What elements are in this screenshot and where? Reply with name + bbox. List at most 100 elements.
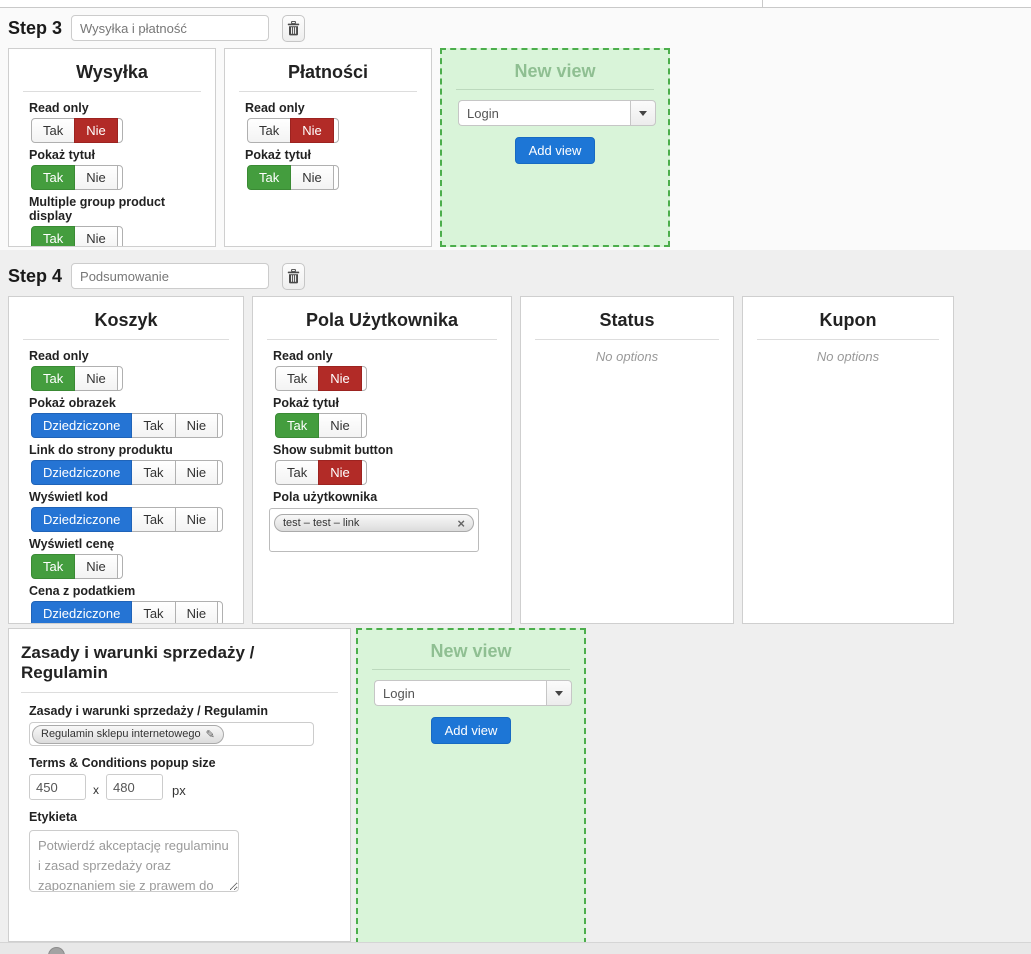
toggle-stub	[332, 165, 339, 190]
toggle-option-tak[interactable]: Tak	[275, 366, 320, 391]
terms-card: Zasady i warunki sprzedaży / Regulamin Z…	[8, 628, 351, 942]
toggle-option-nie[interactable]: Nie	[290, 118, 334, 143]
step4-add-view-button[interactable]: Add view	[430, 717, 512, 744]
toggle-option-nie[interactable]: Nie	[318, 366, 362, 391]
toggle-option-dziedziczone[interactable]: Dziedziczone	[31, 507, 133, 532]
show-title-label: Pokaż tytuł	[29, 148, 95, 162]
show-image-label: Pokaż obrazek	[29, 396, 116, 410]
toggle-option-tak[interactable]: Tak	[131, 460, 176, 485]
koszyk-show-price-toggle: Tak Nie	[31, 554, 123, 579]
step3-add-view-button[interactable]: Add view	[514, 137, 596, 164]
chevron-down-icon	[639, 110, 647, 116]
kupon-card: Kupon No options	[742, 296, 954, 624]
status-card-title: Status	[599, 310, 655, 330]
bottom-bar	[0, 942, 1031, 954]
toggle-option-nie[interactable]: Nie	[74, 366, 118, 391]
toggle-option-tak[interactable]: Tak	[31, 226, 76, 246]
step3-delete-button[interactable]	[282, 14, 306, 42]
popup-width-input[interactable]	[29, 774, 86, 800]
toggle-option-dziedziczone[interactable]: Dziedziczone	[31, 601, 133, 623]
trash-icon	[287, 268, 300, 284]
toggle-stub	[116, 226, 123, 246]
koszyk-price-with-tax-toggle: Dziedziczone Tak Nie	[31, 601, 224, 623]
toggle-option-tak[interactable]: Tak	[131, 601, 176, 623]
toggle-stub	[116, 554, 123, 579]
step4-label: Step 4	[8, 265, 63, 286]
toggle-option-nie[interactable]: Nie	[74, 118, 118, 143]
koszyk-card-title: Koszyk	[94, 310, 158, 330]
view-select-value[interactable]: Login	[458, 100, 630, 126]
divider	[267, 339, 497, 340]
platnosci-show-title-toggle: Tak Nie	[247, 165, 339, 190]
toggle-option-tak[interactable]: Tak	[131, 413, 176, 438]
terms-tag[interactable]: Regulamin sklepu internetowego ✎	[32, 724, 224, 744]
toggle-option-nie[interactable]: Nie	[174, 460, 219, 485]
divider	[757, 339, 939, 340]
new-view-title: New view	[430, 641, 512, 661]
view-select-value[interactable]: Login	[374, 680, 546, 706]
divider	[372, 669, 570, 670]
etykieta-textarea[interactable]	[29, 830, 239, 892]
toggle-option-tak[interactable]: Tak	[247, 165, 292, 190]
new-view-title: New view	[514, 61, 596, 81]
show-price-label: Wyświetl cenę	[29, 537, 115, 551]
terms-tag-input[interactable]: Regulamin sklepu internetowego ✎	[29, 722, 314, 746]
toggle-option-tak[interactable]: Tak	[275, 413, 320, 438]
toggle-stub	[116, 366, 123, 391]
toggle-option-tak[interactable]: Tak	[247, 118, 292, 143]
toggle-stub	[217, 601, 224, 623]
popup-size-row: x px	[29, 774, 350, 800]
terms-tag-label: Regulamin sklepu internetowego	[41, 728, 201, 740]
toggle-option-nie[interactable]: Nie	[318, 413, 362, 438]
multiple-group-label: Multiple group product display	[29, 195, 166, 223]
toggle-option-nie[interactable]: Nie	[174, 507, 219, 532]
step3-view-select: Login	[458, 100, 656, 126]
top-panel-edge	[0, 0, 1031, 8]
step4-new-view-card: New view Login Add view	[356, 628, 586, 944]
step4-name-input[interactable]	[71, 263, 270, 289]
toggle-option-nie[interactable]: Nie	[290, 165, 334, 190]
toggle-option-dziedziczone[interactable]: Dziedziczone	[31, 413, 133, 438]
step4-view-select: Login	[374, 680, 572, 706]
step3-cards-row: Wysyłka Read only Tak Nie Pokaż tytuł Tak…	[8, 48, 1031, 247]
toggle-stub	[116, 165, 123, 190]
toggle-option-tak[interactable]: Tak	[31, 165, 76, 190]
show-title-label: Pokaż tytuł	[245, 148, 311, 162]
toggle-option-tak[interactable]: Tak	[31, 118, 76, 143]
toggle-option-nie[interactable]: Nie	[74, 554, 118, 579]
toggle-option-nie[interactable]: Nie	[74, 165, 118, 190]
remove-tag-icon[interactable]: ×	[457, 515, 465, 531]
terms-field-label: Zasady i warunki sprzedaży / Regulamin	[29, 704, 268, 718]
popup-height-input[interactable]	[106, 774, 163, 800]
user-fields-multiselect[interactable]: test – test – link ×	[269, 508, 479, 552]
toggle-option-tak[interactable]: Tak	[131, 507, 176, 532]
user-field-tag[interactable]: test – test – link ×	[274, 514, 474, 532]
step3-name-input[interactable]	[71, 15, 270, 41]
toggle-option-nie[interactable]: Nie	[174, 601, 219, 623]
step4-header: Step 4	[8, 262, 1031, 290]
divider	[23, 339, 229, 340]
wysylka-card-title: Wysyłka	[76, 62, 148, 82]
step4-cards-row: Koszyk Read only Tak Nie Pokaż obrazek Dz…	[8, 296, 1031, 624]
trash-icon	[287, 20, 300, 36]
toggle-option-nie[interactable]: Nie	[318, 460, 362, 485]
pola-uzytkownika-card: Pola Użytkownika Read only Tak Nie Pokaż …	[252, 296, 512, 624]
toggle-option-tak[interactable]: Tak	[31, 366, 76, 391]
toggle-option-nie[interactable]: Nie	[74, 226, 118, 246]
toggle-option-nie[interactable]: Nie	[174, 413, 219, 438]
read-only-label: Read only	[245, 101, 305, 115]
status-no-options-text: No options	[595, 349, 659, 364]
view-select-dropdown-button[interactable]	[630, 100, 656, 126]
status-card: Status No options	[520, 296, 734, 624]
koszyk-show-code-toggle: Dziedziczone Tak Nie	[31, 507, 224, 532]
toggle-option-tak[interactable]: Tak	[275, 460, 320, 485]
read-only-label: Read only	[29, 101, 89, 115]
add-step-button[interactable]	[48, 947, 65, 954]
step4-delete-button[interactable]	[282, 262, 306, 290]
step3-header: Step 3	[8, 14, 1031, 42]
toggle-option-tak[interactable]: Tak	[31, 554, 76, 579]
toggle-option-dziedziczone[interactable]: Dziedziczone	[31, 460, 133, 485]
koszyk-read-only-toggle: Tak Nie	[31, 366, 123, 391]
product-link-label: Link do strony produktu	[29, 443, 173, 457]
view-select-dropdown-button[interactable]	[546, 680, 572, 706]
